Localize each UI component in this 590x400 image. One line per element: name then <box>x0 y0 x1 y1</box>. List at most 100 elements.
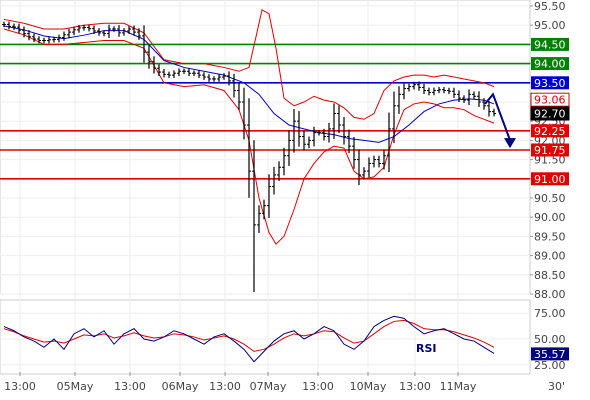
price-bar <box>122 28 126 36</box>
time-tick-label: 13:00 <box>399 380 431 393</box>
price-bar <box>77 25 81 33</box>
rsi-panel: 75.00 50.00 25.00 RSI 35.57 <box>0 307 569 372</box>
level-label-box <box>531 124 569 138</box>
price-bar <box>152 56 156 74</box>
rsi-label: RSI <box>416 342 437 355</box>
level-label-text: 93.50 <box>534 77 566 90</box>
level-label-text: 91.75 <box>534 144 566 157</box>
price-bar <box>357 149 361 186</box>
marker-label-text: 93.06 <box>534 94 566 107</box>
marker-label-box <box>530 92 570 107</box>
price-tick-label: 89.50 <box>534 230 566 243</box>
price-bar <box>117 25 121 37</box>
level-label-box <box>531 76 569 90</box>
price-bar <box>242 87 246 140</box>
price-bar <box>447 87 451 95</box>
price-bar <box>297 111 301 147</box>
price-bar <box>347 129 351 154</box>
rsi-tick-label: 75.00 <box>534 307 566 320</box>
time-tick-label: 13:00 <box>209 380 241 393</box>
price-bar <box>172 70 176 78</box>
price-bar <box>382 149 386 170</box>
price-bar <box>417 81 421 91</box>
price-bar <box>157 64 161 76</box>
price-bar <box>312 126 316 147</box>
forecast-arrow <box>484 92 516 149</box>
price-bar <box>427 87 431 96</box>
price-bar <box>52 36 56 43</box>
price-bar <box>227 71 231 86</box>
price-bar <box>82 24 86 31</box>
time-tick-label: 13:00 <box>302 380 334 393</box>
rsi-value-text: 35.57 <box>534 348 566 361</box>
level-label-box <box>531 172 569 186</box>
price-bar <box>267 174 271 218</box>
time-tick-label: 11May <box>440 380 477 393</box>
price-bar <box>367 157 371 178</box>
price-bar <box>437 86 441 94</box>
time-axis: 13:00 05May 13:00 06May 13:00 07May 13:00 10May… <box>4 372 565 393</box>
price-bar <box>472 91 476 100</box>
price-bar <box>252 140 256 293</box>
price-bar <box>212 76 216 82</box>
price-bar <box>132 25 136 36</box>
price-bar <box>162 68 166 78</box>
rsi-panel-frame <box>0 299 531 375</box>
price-bar <box>12 23 16 30</box>
level-label-text: 92.25 <box>534 125 566 138</box>
forecast-arrow-shaft <box>484 92 511 141</box>
price-bar <box>137 28 141 40</box>
price-tick-label: 88.50 <box>534 269 566 282</box>
price-bar <box>72 26 76 36</box>
price-tick-label: 90.00 <box>534 211 566 224</box>
price-bar <box>102 30 106 37</box>
rsi-tick-label: 25.00 <box>534 359 566 372</box>
price-bar <box>22 26 26 38</box>
rsi-value-box <box>531 347 569 361</box>
interval-label: 30' <box>548 380 565 393</box>
price-bar <box>2 21 6 28</box>
level-label-box <box>531 57 569 71</box>
price-tick-label: 89.00 <box>534 250 566 263</box>
price-bar <box>197 70 201 78</box>
price-bar <box>17 23 21 34</box>
price-bar <box>47 37 51 44</box>
price-bar <box>142 25 146 63</box>
price-bar <box>387 112 391 173</box>
price-bar <box>32 33 36 43</box>
price-bar <box>412 81 416 90</box>
bollinger-lower-band <box>3 28 495 245</box>
price-bar <box>317 129 321 136</box>
price-bar <box>112 26 116 32</box>
price-bar <box>232 73 236 98</box>
price-tick-label: 90.50 <box>534 192 566 205</box>
price-tick-label: 91.50 <box>534 154 566 167</box>
price-bar <box>207 74 211 82</box>
price-bar <box>292 108 296 153</box>
price-bar <box>302 130 306 151</box>
rsi-tick-label: 50.00 <box>534 333 566 346</box>
price-bar <box>202 72 206 80</box>
price-bar <box>107 24 111 38</box>
level-label-box <box>531 37 569 51</box>
price-bar <box>92 25 96 35</box>
price-bar <box>442 86 446 94</box>
price-bar <box>42 37 46 44</box>
time-tick-label: 13:00 <box>114 380 146 393</box>
price-bar <box>147 45 151 69</box>
price-tick-label: 88.00 <box>534 288 566 301</box>
price-bar <box>167 71 171 78</box>
price-bar <box>7 21 11 30</box>
price-bar <box>327 122 331 143</box>
marker-label-text: 92.70 <box>534 108 566 121</box>
price-bar <box>27 30 31 41</box>
price-bar <box>247 98 251 198</box>
price-bar <box>182 68 186 75</box>
price-bar <box>462 95 466 103</box>
price-bar <box>177 68 181 77</box>
price-bar <box>467 89 471 106</box>
price-tick-label: 95.00 <box>534 19 566 32</box>
level-label-box <box>531 143 569 157</box>
price-bar <box>487 100 491 117</box>
